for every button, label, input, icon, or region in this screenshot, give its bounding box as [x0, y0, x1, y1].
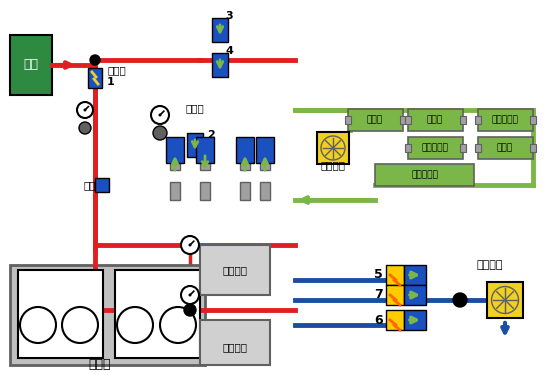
Bar	[344, 116, 350, 124]
Text: 手套箱: 手套箱	[89, 358, 111, 372]
Text: 真空幫浦: 真空幫浦	[477, 260, 503, 270]
Bar	[408, 109, 463, 131]
Bar	[240, 152, 250, 170]
Bar	[459, 116, 465, 124]
Circle shape	[79, 122, 91, 134]
Bar	[10, 35, 52, 95]
Text: 逆止閥: 逆止閥	[186, 103, 205, 113]
Bar	[212, 18, 228, 42]
Text: 主緩衝倉: 主緩衝倉	[223, 265, 248, 275]
Bar	[170, 182, 180, 200]
Bar	[408, 137, 463, 159]
Circle shape	[90, 55, 100, 65]
Bar	[475, 116, 481, 124]
Bar	[459, 144, 465, 152]
Circle shape	[117, 307, 153, 343]
Circle shape	[20, 307, 56, 343]
Bar	[348, 109, 403, 131]
Bar	[530, 116, 536, 124]
Bar	[399, 116, 405, 124]
Bar	[386, 285, 404, 305]
Bar	[530, 144, 536, 152]
Bar	[95, 178, 109, 192]
Circle shape	[181, 236, 199, 254]
Bar	[88, 68, 102, 88]
Bar	[10, 265, 205, 365]
Bar	[260, 152, 270, 170]
Circle shape	[158, 114, 162, 117]
Circle shape	[189, 243, 191, 246]
Text: 1: 1	[107, 77, 115, 87]
Bar	[256, 137, 274, 163]
Text: 活性碳: 活性碳	[367, 116, 383, 124]
Circle shape	[189, 294, 191, 297]
Circle shape	[453, 293, 467, 307]
Text: 5: 5	[374, 268, 383, 282]
Bar	[196, 137, 214, 163]
Bar	[404, 285, 426, 305]
Bar	[386, 265, 404, 285]
Text: 3: 3	[225, 11, 233, 21]
Bar	[170, 152, 180, 170]
Bar	[386, 310, 404, 330]
Bar	[404, 144, 410, 152]
Circle shape	[153, 126, 167, 140]
Text: 空氣過濾器: 空氣過濾器	[411, 171, 438, 180]
Circle shape	[151, 106, 169, 124]
Text: 除氧管: 除氧管	[427, 116, 443, 124]
Bar	[477, 137, 532, 159]
Bar	[477, 109, 532, 131]
Bar	[18, 270, 103, 358]
Bar	[200, 182, 210, 200]
Bar	[260, 182, 270, 200]
Text: 指示除水管: 指示除水管	[421, 144, 448, 153]
Circle shape	[160, 307, 196, 343]
Circle shape	[77, 102, 93, 118]
Text: 7: 7	[374, 288, 383, 302]
Text: 2: 2	[207, 130, 215, 140]
Circle shape	[184, 304, 196, 316]
Circle shape	[184, 239, 196, 251]
Text: 6: 6	[375, 314, 383, 327]
Bar	[236, 137, 254, 163]
Bar	[200, 152, 210, 170]
Bar	[240, 182, 250, 200]
Bar	[200, 320, 270, 365]
Text: 氮氣: 氮氣	[24, 58, 38, 72]
Bar	[200, 245, 270, 295]
Bar	[375, 164, 474, 186]
Text: 乾式幫浦: 乾式幫浦	[321, 160, 345, 170]
Bar	[487, 282, 523, 318]
Bar	[404, 265, 426, 285]
Text: 除水管: 除水管	[497, 144, 513, 153]
Bar	[115, 270, 200, 358]
Bar	[166, 137, 184, 163]
Text: 電磁閥: 電磁閥	[107, 65, 126, 75]
Bar	[475, 144, 481, 152]
Text: 指示除氧管: 指示除氧管	[492, 116, 519, 124]
Circle shape	[62, 307, 98, 343]
Bar	[187, 133, 203, 157]
Text: 小緩衝倉: 小緩衝倉	[223, 342, 248, 352]
Bar	[404, 116, 410, 124]
Bar	[317, 132, 349, 164]
Bar	[404, 310, 426, 330]
Text: 4: 4	[225, 46, 233, 56]
Circle shape	[84, 108, 86, 111]
Text: 球閥: 球閥	[83, 180, 96, 190]
Circle shape	[181, 286, 199, 304]
Bar	[212, 53, 228, 77]
